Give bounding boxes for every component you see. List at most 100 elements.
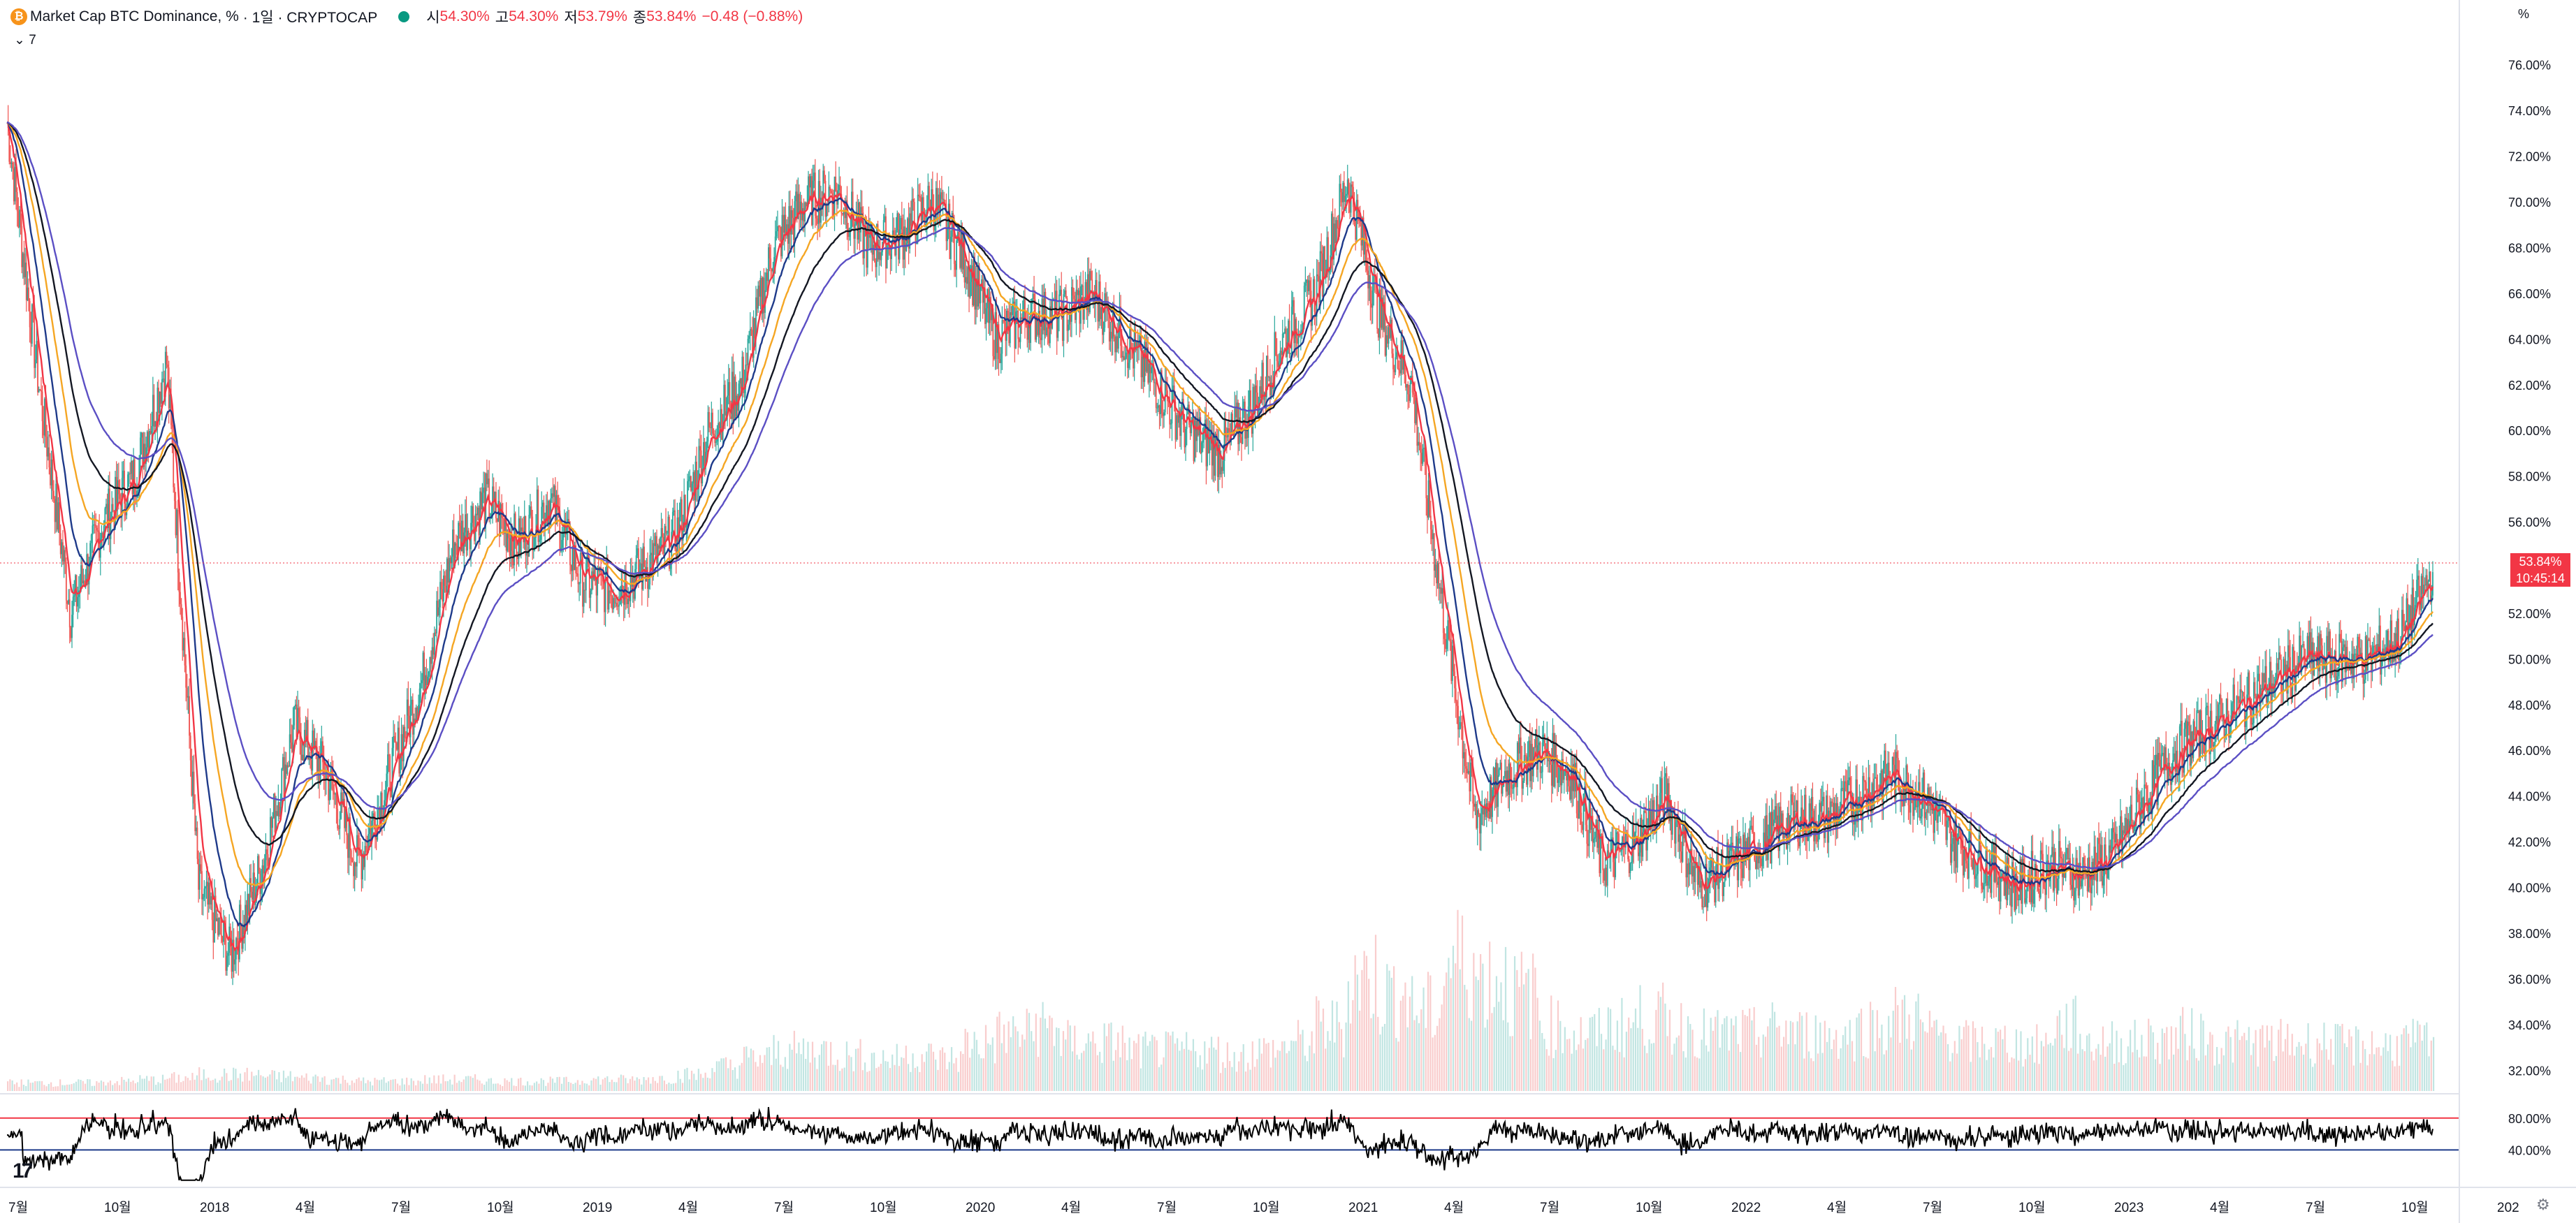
- candle-body: [1014, 301, 1016, 349]
- candle-body: [1337, 220, 1338, 228]
- candle-body: [650, 552, 652, 555]
- candle-body: [1200, 417, 1202, 453]
- volume-bar: [2143, 1056, 2145, 1091]
- volume-bar: [2022, 1066, 2024, 1091]
- candle-body: [1142, 356, 1143, 378]
- candle-body: [1032, 293, 1034, 299]
- candle-body: [754, 318, 756, 339]
- volume-bar: [310, 1083, 312, 1091]
- candle-body: [2102, 876, 2104, 886]
- candle-body: [774, 236, 776, 258]
- candle-body: [218, 917, 220, 935]
- volume-bar: [2260, 1029, 2262, 1091]
- volume-bar: [2116, 1030, 2118, 1091]
- volume-bar: [285, 1078, 287, 1091]
- volume-bar: [1304, 1055, 1306, 1091]
- volume-bar: [1293, 1041, 1295, 1091]
- candle-body: [1330, 213, 1332, 256]
- volume-bar: [1135, 1043, 1137, 1091]
- candle-body: [2243, 696, 2246, 727]
- volume-bar: [1334, 1042, 1336, 1091]
- candle-body: [837, 190, 839, 205]
- candle-body: [1151, 367, 1153, 374]
- volume-bar: [1386, 964, 1388, 1091]
- volume-bar: [1694, 1056, 1696, 1091]
- volume-bar: [1610, 1009, 1612, 1091]
- candle-body: [312, 730, 314, 771]
- candle-body: [1757, 851, 1759, 863]
- volume-bar: [1516, 969, 1518, 1091]
- candle-body: [291, 742, 293, 752]
- candle-body: [2173, 753, 2175, 761]
- candle-body: [505, 519, 507, 551]
- candle-body: [243, 925, 245, 935]
- candle-body: [424, 675, 426, 695]
- candle-body: [59, 502, 60, 534]
- volume-bar: [1807, 1051, 1810, 1091]
- candle-body: [1980, 853, 1982, 886]
- volume-bar: [597, 1076, 599, 1091]
- candle-body: [1680, 851, 1682, 862]
- candle-body: [692, 471, 694, 484]
- volume-bar: [1956, 1053, 1958, 1091]
- volume-bar: [1543, 1039, 1545, 1091]
- volume-bar: [45, 1086, 48, 1091]
- candle-body: [1272, 386, 1274, 389]
- candle-body: [1698, 867, 1700, 885]
- candle-body: [390, 791, 392, 798]
- volume-bar: [1108, 1023, 1110, 1091]
- candle-body: [2001, 873, 2003, 879]
- candle-body: [1840, 788, 1842, 810]
- candle-body: [1837, 803, 1839, 825]
- candle-body: [120, 499, 122, 517]
- candle-body: [1657, 796, 1659, 806]
- candle-body: [1655, 796, 1657, 833]
- candle-body: [96, 527, 98, 531]
- volume-bar: [1309, 1045, 1311, 1091]
- volume-bar: [1933, 1020, 1935, 1091]
- candle-body: [536, 489, 538, 530]
- candle-body: [1262, 362, 1264, 400]
- candle-body: [90, 534, 92, 543]
- candle-body: [1925, 812, 1926, 819]
- volume-bar: [363, 1077, 365, 1091]
- candle-body: [214, 895, 217, 921]
- candle-body: [1424, 448, 1426, 466]
- candle-body: [384, 789, 386, 800]
- candle-body: [749, 329, 751, 337]
- candle-body: [1207, 427, 1209, 453]
- candle-body: [1381, 297, 1383, 328]
- candle-body: [2144, 784, 2146, 823]
- candle-body: [1064, 290, 1066, 295]
- volume-bar: [1653, 1043, 1655, 1091]
- candle-body: [1297, 338, 1298, 344]
- volume-bar: [134, 1083, 136, 1091]
- volume-bar: [2401, 1034, 2403, 1091]
- candle-body: [1780, 806, 1782, 828]
- candle-body: [1931, 808, 1933, 810]
- candle-body: [228, 926, 231, 953]
- candle-body: [1265, 356, 1267, 397]
- candle-body: [388, 754, 390, 756]
- volume-bar: [1033, 1041, 1035, 1091]
- candle-body: [723, 384, 725, 426]
- candle-body: [310, 760, 312, 771]
- volume-bar: [52, 1087, 54, 1091]
- candle-body: [994, 356, 995, 360]
- candle-body: [182, 638, 184, 651]
- volume-bar: [1040, 1018, 1042, 1091]
- volume-bar: [1657, 991, 1659, 1091]
- candle-body: [757, 285, 759, 309]
- candle-body: [2171, 778, 2173, 785]
- candle-body: [1232, 413, 1233, 433]
- candle-body: [808, 176, 809, 203]
- volume-bar: [1149, 1041, 1151, 1091]
- candle-body: [783, 214, 785, 233]
- volume-bar: [1557, 1000, 1559, 1091]
- candle-body: [409, 704, 412, 738]
- candle-body: [1606, 850, 1608, 886]
- candle-body: [1188, 404, 1190, 425]
- volume-bar: [2403, 1028, 2405, 1091]
- candle-body: [308, 756, 310, 760]
